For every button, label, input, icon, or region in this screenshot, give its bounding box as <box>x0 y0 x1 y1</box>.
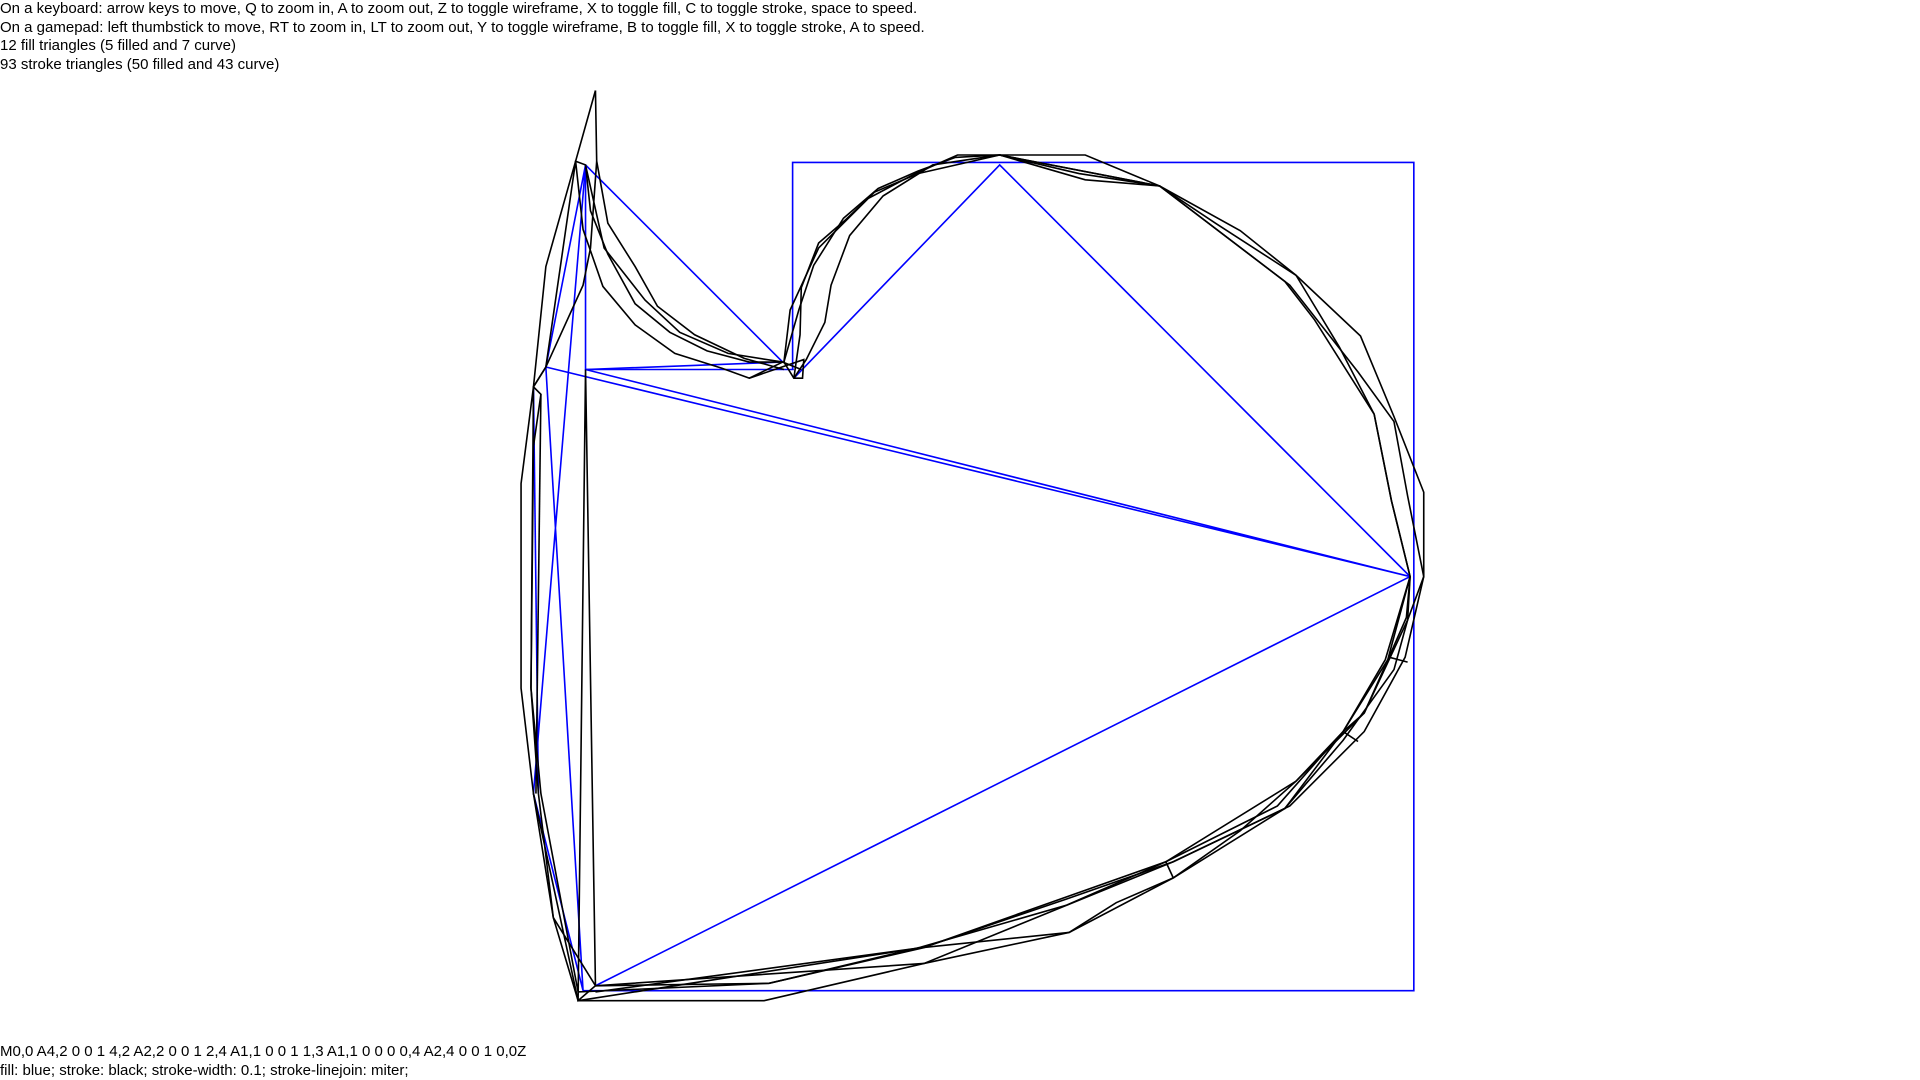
stroke-wireframe <box>520 90 1425 1003</box>
path-info: M0,0 A4,2 0 0 1 4,2 A2,2 0 0 1 2,4 A1,1 … <box>0 1043 526 1080</box>
stats-line: 12 fill triangles (5 filled and 7 curve) <box>0 37 236 54</box>
fill-wireframe <box>532 161 1415 992</box>
instructions: On a keyboard: arrow keys to move, Q to … <box>0 0 925 74</box>
path-data: M0,0 A4,2 0 0 1 4,2 A2,2 0 0 1 2,4 A1,1 … <box>0 1043 527 1060</box>
stats-line: 93 stroke triangles (50 filled and 43 cu… <box>0 55 280 73</box>
style-info: fill: blue; stroke: black; stroke-width:… <box>0 1061 409 1079</box>
instruction-line: On a gamepad: left thumbstick to move, R… <box>0 18 925 36</box>
instruction-line: On a keyboard: arrow keys to move, Q to … <box>0 0 918 17</box>
